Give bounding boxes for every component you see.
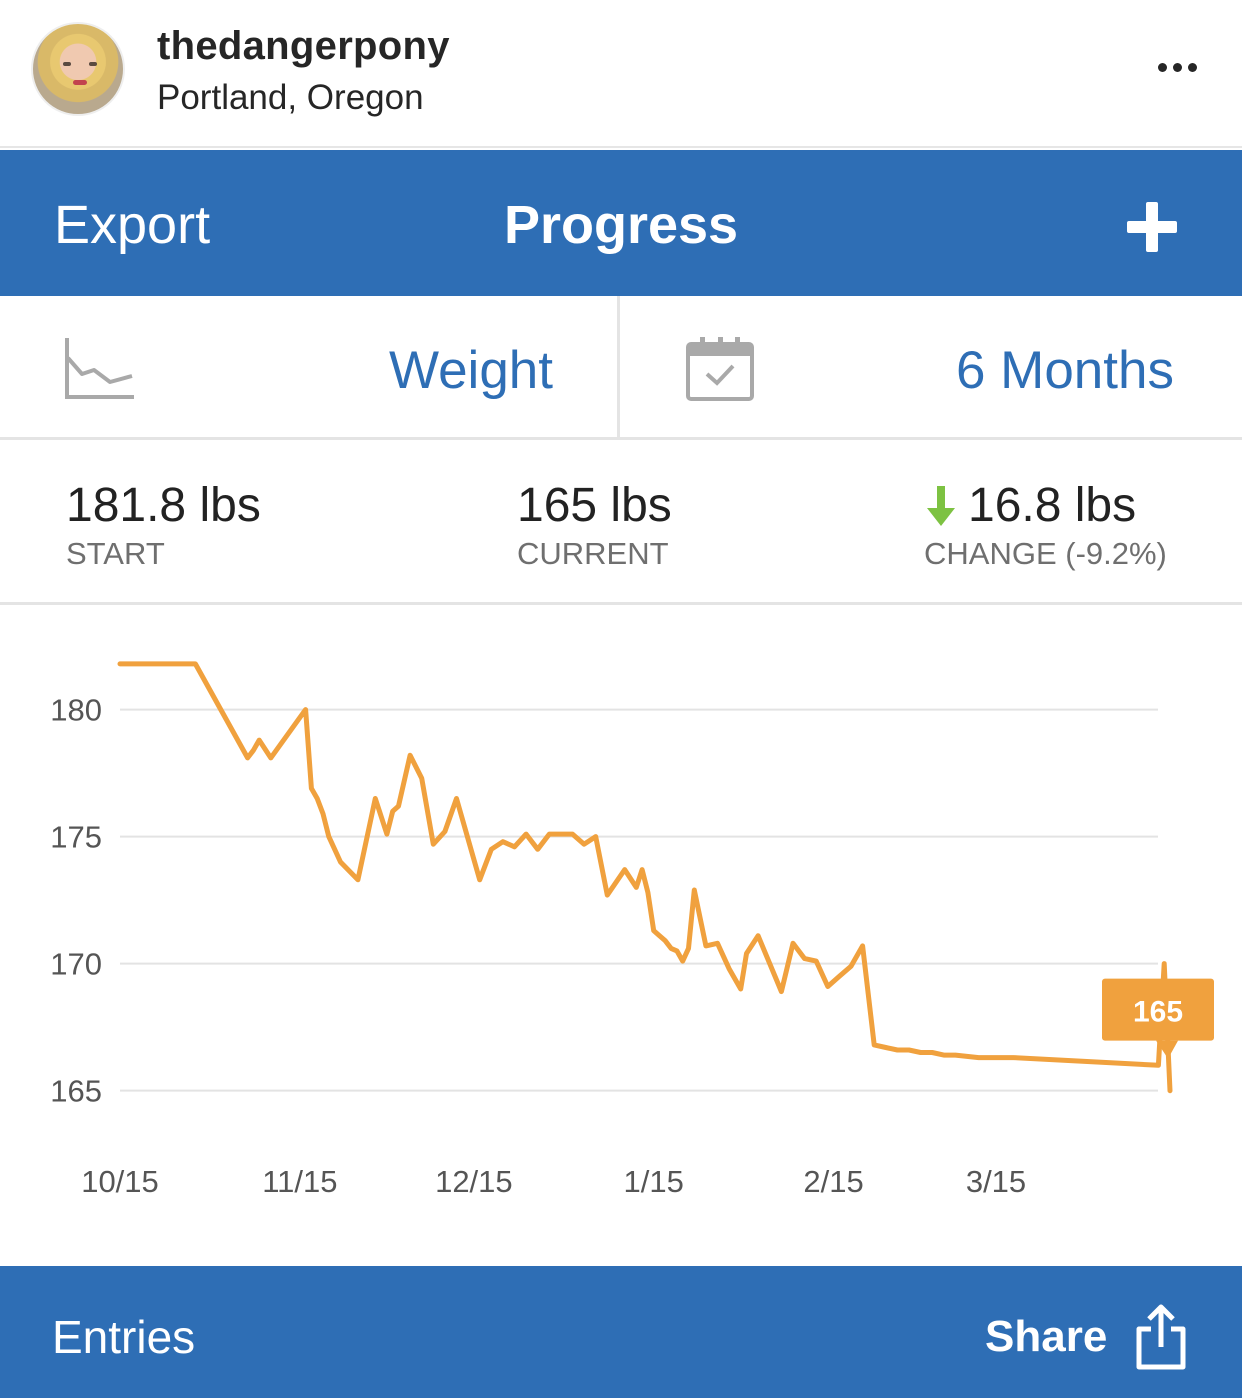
weight-chart: 180 175 170 165 10/15 11/15 12/15 1/15 2/15 3/15 1… (0, 608, 1242, 1264)
line-chart-icon (65, 338, 134, 399)
arrow-down-icon (927, 486, 955, 526)
metric-selector[interactable]: Weight (0, 296, 617, 437)
share-icon (1136, 1304, 1186, 1370)
page-title: Progress (503, 195, 739, 255)
avatar-eye (63, 62, 71, 66)
current-label: CURRENT (517, 536, 669, 571)
y-tick-label: 170 (50, 947, 102, 982)
post-header: thedangerpony Portland, Oregon (0, 0, 1242, 148)
share-label: Share (985, 1312, 1108, 1361)
stats-row: 181.8 lbs START 165 lbs CURRENT 16.8 lbs… (0, 440, 1242, 605)
x-tick-label: 1/15 (624, 1164, 684, 1199)
range-label: 6 Months (955, 341, 1174, 400)
stat-current: 165 lbs CURRENT (517, 478, 672, 574)
avatar-eye (89, 62, 97, 66)
x-tick-label: 10/15 (81, 1164, 159, 1199)
x-tick-label: 12/15 (435, 1164, 513, 1199)
callout-label: 165 (1133, 996, 1183, 1029)
callout-pointer (1156, 1040, 1179, 1059)
change-value-row: 16.8 lbs (924, 478, 1167, 534)
avatar-lips (73, 80, 87, 85)
calendar-check-icon (686, 337, 754, 401)
y-tick-label: 175 (50, 820, 102, 855)
current-value: 165 lbs (517, 479, 672, 532)
x-tick-label: 2/15 (803, 1164, 863, 1199)
location[interactable]: Portland, Oregon (157, 78, 424, 117)
y-tick-label: 180 (50, 693, 102, 728)
plus-icon[interactable] (1127, 202, 1177, 252)
bottom-toolbar: Entries Share (0, 1266, 1242, 1398)
selector-divider (617, 296, 620, 437)
metric-label: Weight (389, 341, 553, 400)
x-tick-label: 11/15 (262, 1164, 337, 1199)
export-button[interactable]: Export (54, 195, 211, 255)
stat-change: 16.8 lbs CHANGE (-9.2%) (924, 478, 1167, 574)
range-selector[interactable]: 6 Months (620, 296, 1242, 437)
more-dots-icon[interactable] (1152, 52, 1202, 82)
series-line (117, 661, 1173, 1094)
avatar[interactable] (31, 22, 125, 116)
y-tick-label: 165 (50, 1074, 102, 1109)
stat-start: 181.8 lbs START (66, 478, 261, 574)
change-label: CHANGE (-9.2%) (924, 536, 1167, 571)
selector-row: Weight 6 Months (0, 296, 1242, 440)
share-button[interactable]: Share (985, 1302, 1189, 1372)
start-label: START (66, 536, 165, 571)
x-tick-label: 3/15 (966, 1164, 1026, 1199)
start-value: 181.8 lbs (66, 479, 261, 532)
username[interactable]: thedangerpony (157, 24, 450, 68)
weight-chart-svg: 180 175 170 165 10/15 11/15 12/15 1/15 2/15 3/15 1… (50, 661, 1214, 1199)
app-navbar: Export Progress (0, 150, 1242, 296)
current-callout (1102, 978, 1214, 1041)
entries-button[interactable]: Entries (52, 1311, 196, 1363)
change-value: 16.8 lbs (968, 479, 1137, 532)
